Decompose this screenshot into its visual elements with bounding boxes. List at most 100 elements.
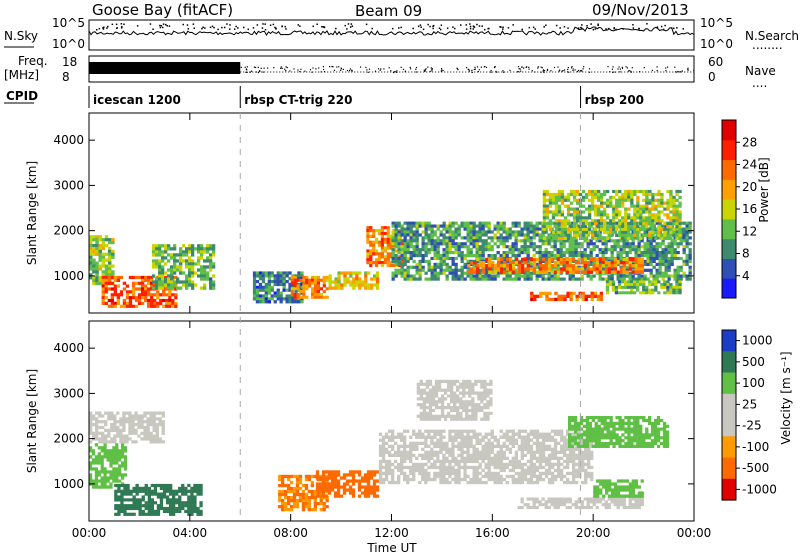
data-cell	[375, 237, 379, 241]
data-cell	[327, 470, 332, 474]
data-cell	[98, 249, 102, 253]
data-cell	[321, 473, 326, 477]
data-cell	[610, 256, 614, 261]
data-cell	[460, 274, 464, 278]
nave-dot	[630, 71, 632, 73]
data-cell	[98, 276, 102, 280]
data-cell	[631, 248, 635, 252]
data-cell	[445, 471, 449, 476]
data-cell	[146, 423, 150, 427]
data-cell	[626, 283, 631, 287]
data-cell	[94, 482, 98, 486]
data-cell	[642, 207, 646, 211]
data-cell	[107, 238, 112, 242]
data-cell	[418, 277, 422, 281]
nsearch-dot	[152, 28, 154, 30]
data-cell	[469, 230, 473, 234]
data-cell	[572, 230, 577, 235]
data-cell	[119, 420, 123, 424]
data-cell	[138, 486, 142, 490]
nsearch-dot	[102, 27, 104, 29]
data-cell	[538, 239, 542, 243]
data-cell	[621, 198, 625, 202]
data-cell	[454, 245, 458, 249]
data-cell	[565, 264, 570, 268]
data-cell	[406, 242, 410, 246]
data-cell	[190, 509, 194, 513]
data-cell	[267, 277, 271, 281]
data-cell	[287, 474, 291, 479]
data-cell	[418, 429, 422, 433]
cpid-segment-label: icescan 1200	[93, 93, 181, 107]
data-cell	[592, 267, 596, 271]
data-cell	[436, 450, 440, 454]
data-cell	[167, 274, 171, 278]
data-cell	[454, 444, 458, 448]
data-cell	[190, 492, 194, 496]
data-cell	[111, 273, 115, 277]
data-cell	[478, 245, 482, 249]
data-cell	[196, 492, 200, 496]
data-cell	[372, 246, 376, 250]
data-cell	[575, 189, 580, 194]
data-cell	[673, 242, 677, 246]
data-cell	[143, 414, 147, 418]
data-cell	[95, 273, 99, 277]
data-cell	[212, 244, 216, 248]
nsearch-dot	[123, 23, 125, 25]
data-cell	[391, 242, 395, 246]
data-cell	[649, 251, 653, 255]
data-cell	[568, 267, 573, 271]
data-cell	[424, 245, 428, 249]
data-cell	[325, 505, 329, 509]
data-cell	[348, 488, 353, 492]
data-cell	[643, 248, 647, 252]
data-cell	[621, 225, 625, 229]
data-cell	[380, 229, 384, 233]
data-cell	[675, 288, 679, 292]
data-cell	[412, 447, 416, 451]
data-cell	[663, 291, 667, 295]
data-cell	[101, 270, 106, 274]
data-cell	[556, 265, 560, 269]
data-cell	[126, 492, 130, 496]
data-cell	[670, 248, 674, 252]
data-cell	[123, 486, 127, 490]
data-cell	[147, 509, 151, 513]
data-cell	[475, 259, 479, 263]
data-cell	[98, 279, 102, 283]
beam-label: Beam 09	[355, 2, 422, 20]
data-cell	[591, 219, 595, 223]
data-cell	[97, 470, 101, 474]
data-cell	[403, 474, 407, 479]
data-cell	[110, 296, 114, 300]
data-cell	[554, 201, 559, 205]
nsearch-dot	[563, 26, 566, 28]
freq-tick-top-left: 18	[62, 55, 77, 69]
nsearch-dot	[452, 26, 454, 28]
data-cell	[125, 290, 130, 294]
data-cell	[316, 290, 320, 294]
data-cell	[651, 225, 655, 229]
data-cell	[559, 267, 564, 271]
data-cell	[150, 501, 154, 505]
data-cell	[370, 283, 374, 287]
data-cell	[430, 271, 434, 275]
data-cell	[109, 455, 113, 459]
data-cell	[293, 292, 297, 296]
data-cell	[400, 453, 404, 457]
data-cell	[319, 502, 323, 506]
data-cell	[175, 498, 179, 502]
data-cell	[651, 207, 655, 211]
data-cell	[514, 242, 518, 246]
data-cell	[384, 468, 389, 473]
data-cell	[128, 431, 132, 435]
data-cell	[481, 248, 485, 252]
data-cell	[451, 429, 455, 433]
data-cell	[475, 254, 479, 258]
data-cell	[541, 270, 546, 274]
data-cell	[170, 283, 174, 287]
data-cell	[554, 219, 559, 223]
data-cell	[366, 485, 371, 489]
data-cell	[375, 277, 380, 281]
